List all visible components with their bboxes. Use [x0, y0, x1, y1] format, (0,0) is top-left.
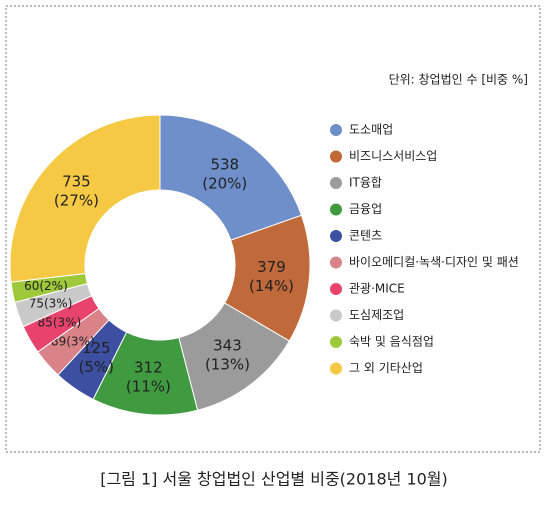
legend-marker [330, 336, 342, 348]
percent-label: (14%) [249, 276, 294, 294]
value-label: 343 [213, 336, 242, 354]
legend-marker [330, 283, 342, 295]
legend-marker [330, 150, 342, 163]
legend-label: 비즈니스서비스업 [349, 149, 437, 163]
legend-marker [330, 203, 342, 216]
legend-label: 바이오메디컬·녹색·디자인 및 패션 [349, 255, 519, 269]
legend-marker [330, 124, 342, 136]
percent-label: (3%) [44, 296, 72, 310]
legend-marker [330, 362, 342, 375]
value-label: 312 [134, 358, 163, 376]
data-label: 379 (14%) [249, 257, 294, 294]
value-label: 538 [210, 155, 239, 173]
data-label: 75(3%) [29, 296, 73, 310]
value-label: 60 [24, 279, 39, 293]
value-label: 735 [62, 172, 91, 190]
percent-label: (20%) [202, 174, 247, 192]
percent-label: (13%) [205, 355, 250, 373]
legend-label: 콘텐츠 [349, 229, 382, 243]
legend-label: IT융합 [349, 176, 382, 190]
value-label: 379 [257, 257, 286, 275]
data-label: 538 (20%) [202, 155, 247, 192]
caption: [그림 1] 서울 창업법인 산업별 비중(2018년 10월) [100, 470, 448, 489]
unit-note: 단위: 창업법인 수 [비중 %] [389, 73, 528, 87]
percent-label: (2%) [39, 279, 67, 293]
legend-label: 도심제조업 [349, 308, 404, 322]
percent-label: (27%) [54, 191, 99, 209]
legend-marker [330, 256, 342, 269]
percent-label: (5%) [79, 358, 115, 376]
data-label: 312 (11%) [126, 358, 171, 395]
legend-label: 숙박 및 음식점업 [349, 335, 434, 349]
legend-marker [330, 177, 342, 189]
frame [5, 5, 541, 453]
legend-label: 도소매업 [349, 123, 393, 137]
percent-label: (3%) [66, 334, 94, 348]
legend-label: 그 외 기타산업 [349, 361, 423, 375]
value-label: 75 [29, 296, 44, 310]
data-label: 60(2%) [24, 279, 68, 293]
legend-marker [330, 230, 342, 242]
percent-label: (11%) [126, 377, 171, 395]
data-label: 343 (13%) [205, 336, 250, 373]
slice [9, 114, 161, 283]
value-label: 125 [82, 339, 111, 357]
data-label: 735 (27%) [54, 172, 99, 209]
data-label: 125 (5%) [79, 339, 115, 376]
percent-label: (3%) [53, 315, 81, 329]
legend-marker [330, 309, 342, 322]
legend-label: 관광·MICE [349, 282, 405, 296]
data-label: 85(3%) [38, 315, 82, 329]
slice [159, 114, 303, 241]
legend-label: 금융업 [349, 202, 382, 216]
